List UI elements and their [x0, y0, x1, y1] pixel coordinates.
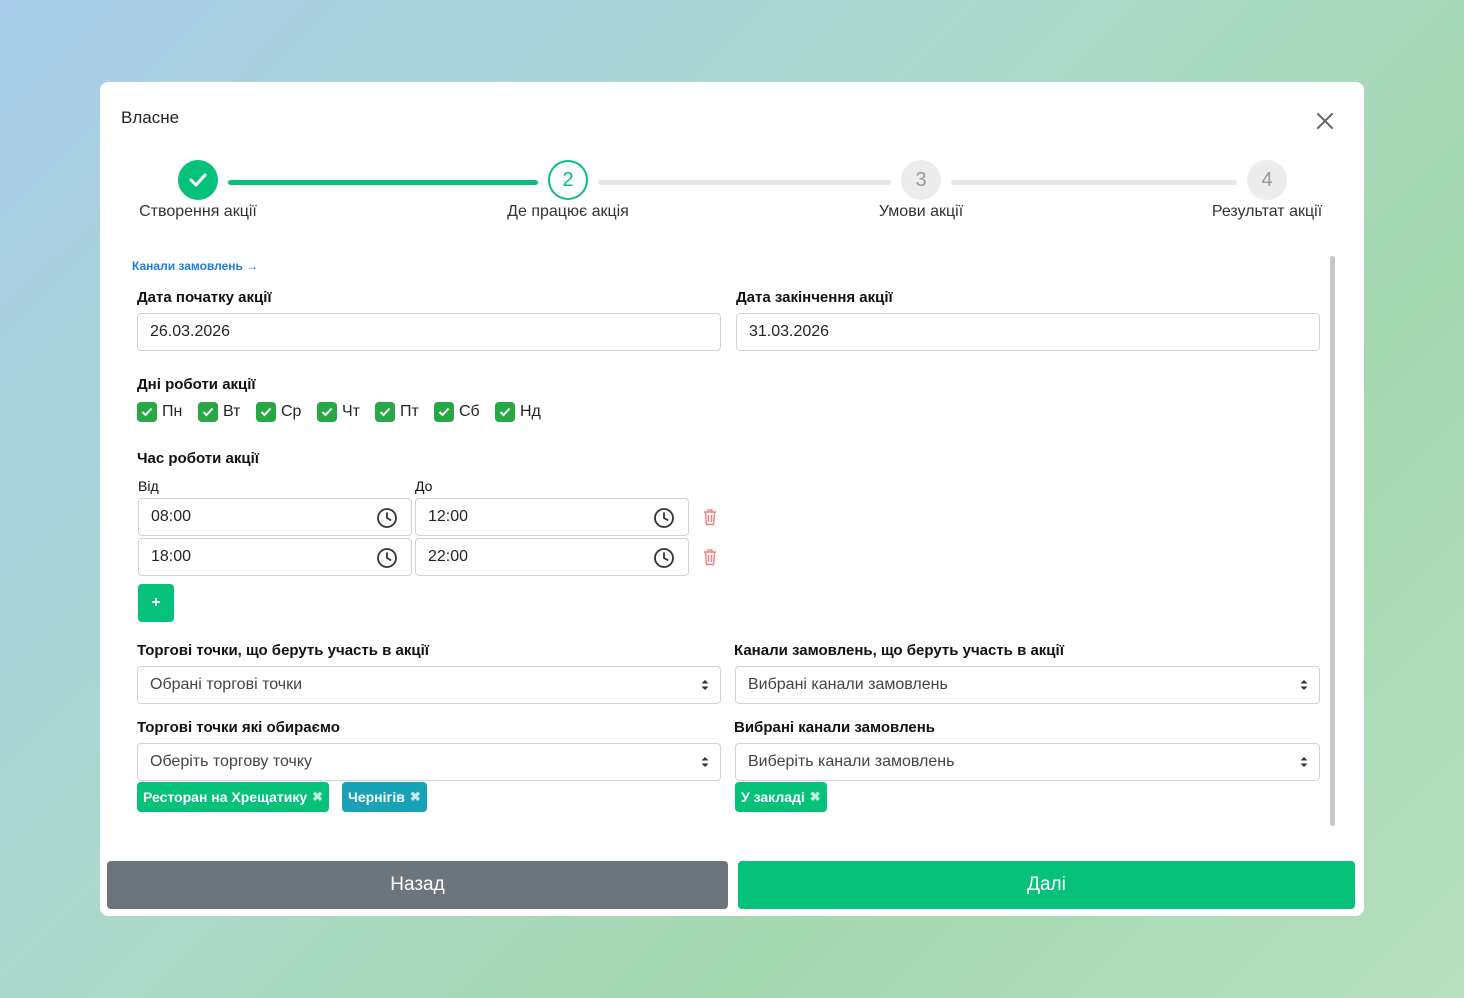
select-arrows-icon	[701, 680, 709, 690]
time-value: 22:00	[428, 548, 469, 565]
channels-link[interactable]: Канали замовлень →	[132, 259, 259, 273]
channels-pick-select[interactable]: Виберіть канали замовлень	[735, 743, 1320, 781]
end-date-label: Дата закінчення акції	[736, 289, 893, 306]
remove-tag-icon[interactable]: ✖	[809, 789, 821, 804]
checkbox-checked-icon	[198, 402, 218, 422]
time-from-input-2[interactable]: 18:00	[138, 538, 412, 576]
time-label: Час роботи акції	[137, 450, 259, 467]
clock-icon[interactable]	[653, 507, 675, 529]
time-value: 12:00	[428, 508, 469, 525]
clock-icon[interactable]	[653, 547, 675, 569]
days-label: Дні роботи акції	[137, 376, 256, 393]
location-tag: Чернігів ✖	[342, 782, 427, 812]
step-4-label: Результат акції	[1211, 203, 1323, 220]
end-date-input[interactable]: 31.03.2026	[736, 313, 1320, 351]
day-checkbox-sun[interactable]: Нд	[495, 402, 541, 422]
day-checkbox-thu[interactable]: Чт	[317, 402, 360, 422]
tag-label: Ресторан на Хрещатику	[143, 789, 308, 805]
step-2-number: 2	[562, 168, 574, 191]
locations-pick-placeholder: Оберіть торгову точку	[150, 753, 313, 770]
step-4-circle[interactable]: 4	[1247, 160, 1287, 200]
tag-label: У закладі	[741, 789, 805, 805]
locations-select[interactable]: Обрані торгові точки	[137, 666, 721, 704]
step-3-number: 3	[915, 168, 927, 191]
step-connector-2	[598, 180, 891, 185]
trash-icon[interactable]	[702, 548, 718, 566]
step-2-circle[interactable]: 2	[548, 160, 588, 200]
select-arrows-icon	[701, 757, 709, 767]
time-value: 18:00	[151, 548, 192, 565]
scrollbar[interactable]	[1330, 256, 1335, 826]
start-date-label: Дата початку акції	[137, 289, 272, 306]
checkbox-checked-icon	[495, 402, 515, 422]
day-checkbox-sat[interactable]: Сб	[434, 402, 480, 422]
next-button[interactable]: Далі	[738, 861, 1355, 909]
step-1-label: Створення акції	[139, 203, 257, 220]
day-label: Сб	[459, 403, 480, 420]
checkbox-checked-icon	[317, 402, 337, 422]
day-checkbox-fri[interactable]: Пт	[375, 402, 419, 422]
day-label: Пт	[400, 403, 419, 420]
close-icon[interactable]	[1312, 108, 1338, 134]
locations-select-value: Обрані торгові точки	[150, 676, 303, 693]
time-from-input-1[interactable]: 08:00	[138, 498, 412, 536]
step-2-label: Де працює акція	[507, 203, 629, 220]
day-label: Пн	[162, 403, 183, 420]
channels-label: Канали замовлень, що беруть участь в акц…	[734, 642, 1064, 659]
time-value: 08:00	[151, 508, 192, 525]
modal-title: Власне	[121, 108, 180, 127]
time-from-label: Від	[138, 478, 159, 494]
checkbox-checked-icon	[434, 402, 454, 422]
clock-icon[interactable]	[376, 507, 398, 529]
tag-label: Чернігів	[348, 789, 405, 805]
day-checkbox-wed[interactable]: Ср	[256, 402, 301, 422]
channels-select-value: Вибрані канали замовлень	[748, 676, 948, 693]
step-connector-1	[228, 180, 538, 185]
day-label: Вт	[223, 403, 241, 420]
modal-dialog: Власне 2 3 4 Створення акції Де працює а…	[100, 82, 1364, 916]
step-3-circle[interactable]: 3	[901, 160, 941, 200]
day-label: Нд	[520, 403, 541, 420]
back-button[interactable]: Назад	[107, 861, 728, 909]
channels-pick-placeholder: Виберіть канали замовлень	[748, 753, 955, 770]
select-arrows-icon	[1300, 680, 1308, 690]
day-checkbox-tue[interactable]: Вт	[198, 402, 240, 422]
locations-label: Торгові точки, що беруть участь в акції	[137, 642, 429, 659]
select-arrows-icon	[1300, 757, 1308, 767]
check-icon	[189, 173, 207, 187]
remove-tag-icon[interactable]: ✖	[409, 789, 421, 804]
day-label: Чт	[342, 403, 360, 420]
checkbox-checked-icon	[137, 402, 157, 422]
step-3-label: Умови акції	[878, 203, 964, 220]
time-to-input-2[interactable]: 22:00	[415, 538, 689, 576]
channels-select[interactable]: Вибрані канали замовлень	[735, 666, 1320, 704]
step-connector-3	[951, 180, 1237, 185]
step-1-circle[interactable]	[178, 160, 218, 200]
remove-tag-icon[interactable]: ✖	[312, 789, 324, 804]
locations-pick-select[interactable]: Оберіть торгову точку	[137, 743, 721, 781]
time-to-label: До	[415, 478, 433, 494]
day-label: Ср	[281, 403, 302, 420]
day-checkbox-mon[interactable]: Пн	[137, 402, 182, 422]
locations-pick-label: Торгові точки які обираємо	[137, 719, 340, 736]
add-time-range-button[interactable]: +	[138, 584, 174, 622]
trash-icon[interactable]	[702, 508, 718, 526]
start-date-input[interactable]: 26.03.2026	[137, 313, 721, 351]
channel-tag: У закладі ✖	[735, 782, 827, 812]
checkbox-checked-icon	[375, 402, 395, 422]
time-to-input-1[interactable]: 12:00	[415, 498, 689, 536]
clock-icon[interactable]	[376, 547, 398, 569]
step-4-number: 4	[1261, 168, 1273, 191]
checkbox-checked-icon	[256, 402, 276, 422]
channels-pick-label: Вибрані канали замовлень	[734, 719, 936, 736]
location-tag: Ресторан на Хрещатику ✖	[137, 782, 330, 812]
